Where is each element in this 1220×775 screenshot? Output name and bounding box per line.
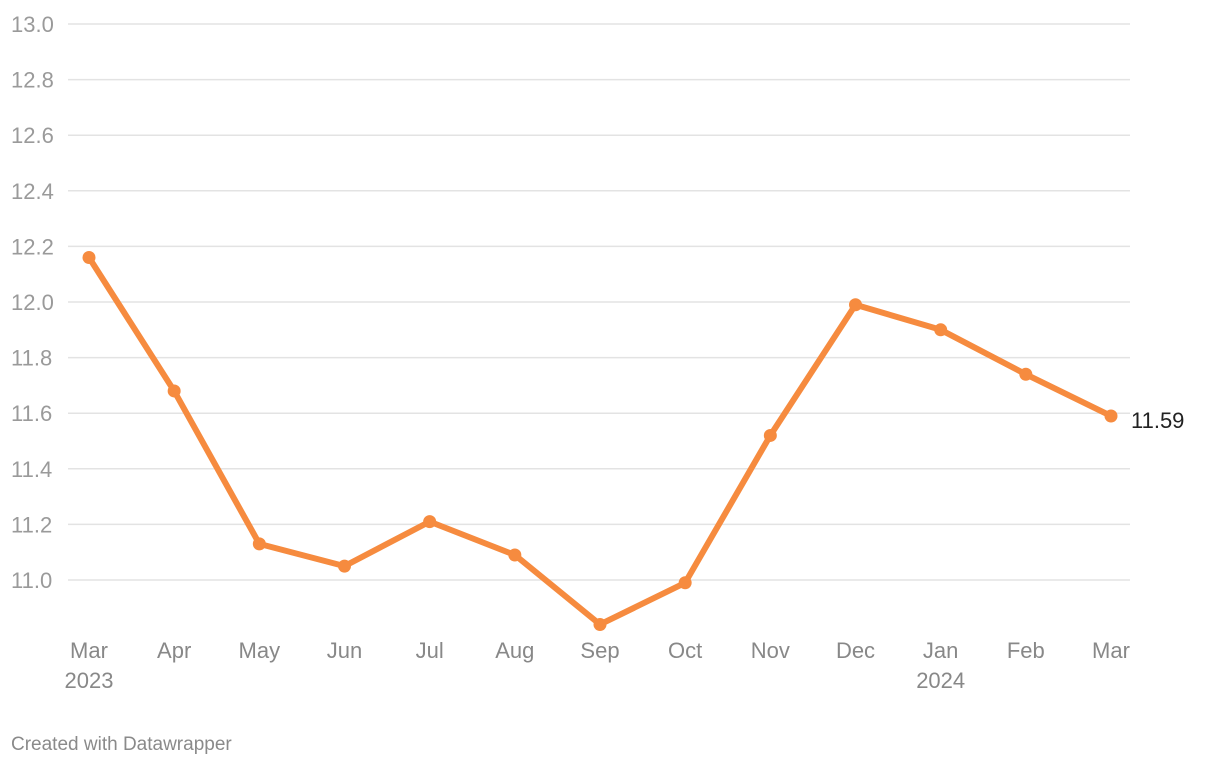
x-tick-label: Sep <box>580 638 619 663</box>
y-tick-label: 12.8 <box>11 68 54 93</box>
x-tick-label: Jan <box>923 638 958 663</box>
x-axis-labels: Mar 2023 Apr May Jun Jul Aug Sep Oct Nov Dec Jan 202… <box>65 638 1130 693</box>
data-point[interactable] <box>338 559 351 573</box>
y-tick-label: 12.2 <box>11 234 54 259</box>
y-tick-label: 11.8 <box>11 346 52 371</box>
data-point[interactable] <box>934 323 948 337</box>
data-point[interactable] <box>763 428 777 442</box>
series-layer <box>82 251 1118 631</box>
x-tick-label: Apr <box>157 638 191 663</box>
data-point[interactable] <box>849 298 862 312</box>
y-tick-label: 12.6 <box>11 123 54 148</box>
x-tick-label: Jun <box>327 638 362 663</box>
x-tick-label: Mar <box>1092 638 1130 663</box>
x-tick-label: Feb <box>1007 638 1045 663</box>
data-point[interactable] <box>1104 409 1118 423</box>
y-tick-label: 11.2 <box>11 512 52 537</box>
grid-layer <box>68 23 1130 581</box>
y-tick-label: 12.0 <box>11 290 54 315</box>
y-tick-label: 11.0 <box>11 568 52 593</box>
data-point[interactable] <box>678 576 692 590</box>
data-point[interactable] <box>252 537 266 551</box>
y-tick-label: 13.0 <box>11 12 54 37</box>
x-tick-label: Jul <box>416 638 444 663</box>
x-tick-label: May <box>239 638 281 663</box>
x-tick-label: Mar <box>70 638 108 663</box>
x-tick-label: Nov <box>751 638 790 663</box>
x-tick-label: Oct <box>668 638 702 663</box>
y-tick-label: 11.6 <box>11 401 52 426</box>
data-point[interactable] <box>593 617 607 631</box>
data-point[interactable] <box>508 548 522 562</box>
data-point[interactable] <box>423 515 437 529</box>
series-line <box>86 254 1114 628</box>
data-label-layer: 11.59 <box>1131 408 1184 433</box>
end-value-label: 11.59 <box>1131 408 1184 433</box>
y-tick-label: 11.4 <box>11 457 52 482</box>
x-tick-label: Dec <box>836 638 875 663</box>
x-tick-label: Aug <box>495 638 534 663</box>
data-point[interactable] <box>82 251 96 265</box>
data-point[interactable] <box>167 384 181 398</box>
data-point[interactable] <box>1019 367 1033 381</box>
x-tick-year-label: 2024 <box>916 668 965 693</box>
y-tick-label: 12.4 <box>11 179 54 204</box>
x-tick-year-label: 2023 <box>65 668 114 693</box>
y-axis-labels: 11.0 11.2 11.4 11.6 11.8 12.0 12.2 12.4 12.6 12.8… <box>11 12 54 593</box>
footer-credit: Created with Datawrapper <box>11 734 232 755</box>
